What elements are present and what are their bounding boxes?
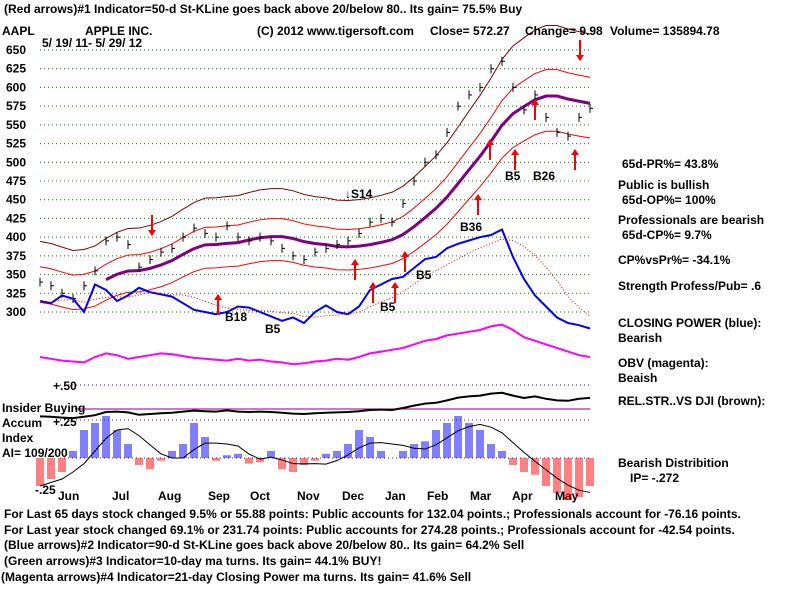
obv-title: OBV (magenta): — [618, 356, 709, 370]
arrow-head-icon — [511, 149, 519, 155]
volume-value: Volume= 135894.78 — [610, 24, 720, 38]
closing-power-ma — [39, 238, 591, 318]
footer-magenta-arrows: (Magenta arrows)#4 Indicator=21-day Clos… — [1, 570, 472, 584]
arrow-head-icon — [531, 99, 539, 105]
ip-text: IP= -.272 — [630, 471, 680, 485]
y-tick-label: 350 — [6, 268, 26, 282]
footer-line-65d: For Last 65 days stock changed 9.5% or 5… — [4, 507, 741, 521]
plus25-label: +.25 — [53, 415, 77, 429]
moving-average-line — [105, 94, 591, 281]
arrow-head-icon — [474, 194, 482, 200]
closing-power-line — [39, 228, 591, 330]
ai-label: AI= 109/200 — [2, 446, 68, 460]
y-tick-label: 550 — [6, 118, 26, 132]
close-value: Close= 572.27 — [430, 24, 510, 38]
strength-text: Strength Profess/Pub= .6 — [618, 279, 762, 293]
signal-label: ↓S14 — [345, 187, 373, 201]
month-label: Oct — [250, 489, 270, 503]
ticker: AAPL — [2, 24, 35, 38]
y-tick-label: 425 — [6, 211, 26, 225]
arrow-head-icon — [391, 282, 399, 288]
copyright: (C) 2012 www.tigersoft.com — [257, 24, 414, 38]
month-label: Aug — [158, 489, 181, 503]
public-text: Public is bullish — [618, 178, 710, 192]
relstr-title: REL.STR..VS DJI (brown): — [618, 394, 766, 408]
pr-text: 65d-PR%= 43.8% — [622, 157, 719, 171]
signal-label: B5 — [505, 169, 521, 183]
y-tick-label: 600 — [6, 80, 26, 94]
footer-line-year: For Last year stock changed 69.1% or 231… — [4, 523, 735, 537]
signal-label: B18 — [225, 310, 247, 324]
y-tick-label: 450 — [6, 193, 26, 207]
insider-buying-label: Insider Buying — [2, 401, 86, 415]
y-tick-label: 525 — [6, 137, 26, 151]
y-tick-label: 400 — [6, 230, 26, 244]
y-tick-label: 475 — [6, 174, 26, 188]
arrow-head-icon — [214, 294, 222, 300]
y-tick-label: 300 — [6, 305, 26, 319]
y-tick-label: 625 — [6, 62, 26, 76]
y-tick-label: 575 — [6, 99, 26, 113]
month-label: Feb — [427, 489, 448, 503]
outer-upper-band — [39, 25, 591, 251]
index-label: Index — [2, 431, 34, 445]
arrow-head-icon — [351, 259, 359, 265]
arrow-head-icon — [571, 149, 579, 155]
arrow-head-icon — [148, 230, 156, 236]
company-name: APPLE INC. — [85, 24, 153, 38]
lower-band — [39, 130, 591, 311]
month-label: Sep — [208, 489, 230, 503]
signal-label: B26 — [533, 169, 555, 183]
cp-text: 65d-CP%= 9.7% — [622, 228, 712, 242]
month-label: Dec — [342, 489, 364, 503]
plus50-label: +.50 — [53, 379, 77, 393]
y-tick-label: 650 — [6, 43, 26, 57]
y-tick-label: 500 — [6, 155, 26, 169]
change-value: Change= 9.98 — [525, 24, 603, 38]
obv-state: Beaish — [618, 371, 658, 385]
cpvspr-text: CP%vsPr%= -34.1% — [618, 253, 731, 267]
y-tick-label: 325 — [6, 286, 26, 300]
signal-label: B5 — [265, 322, 281, 336]
closing-power-title: CLOSING POWER (blue): — [618, 316, 762, 330]
obv-line — [39, 323, 591, 366]
upper-band — [39, 69, 591, 276]
op-text: 65d-OP%= 100% — [622, 193, 716, 207]
signal-label: B5 — [380, 300, 396, 314]
month-label: Nov — [297, 489, 320, 503]
date-range: 5/ 19/ 11- 5/ 29/ 12 — [42, 36, 143, 50]
footer-blue-arrows: (Blue arrows)#2 Indicator=90-d St-KLine … — [4, 538, 525, 552]
professionals-text: Professionals are bearish — [618, 213, 765, 227]
closing-power-state: Bearish — [618, 331, 663, 345]
accum-label: Accum — [2, 416, 43, 430]
relative-strength-line — [39, 391, 591, 420]
signal-label: B36 — [460, 220, 482, 234]
month-label: Mar — [470, 489, 492, 503]
arrow-head-icon — [576, 55, 584, 61]
indicator1-text: (Red arrows)#1 Indicator=50-d St-KLine g… — [4, 2, 523, 16]
arrow-head-icon — [369, 282, 377, 288]
month-label: Jul — [112, 489, 129, 503]
month-label: Apr — [512, 489, 533, 503]
month-label: Jan — [385, 489, 406, 503]
y-tick-label: 375 — [6, 249, 26, 263]
accum-index-ma — [39, 423, 591, 493]
minus25-label: -.25 — [35, 483, 56, 497]
footer-green-arrows: (Green arrows)#3 Indicator=10-day ma tur… — [4, 554, 382, 568]
distribution-text: Bearish Distribition — [618, 456, 729, 470]
arrow-head-icon — [401, 251, 409, 257]
arrow-head-icon — [486, 139, 494, 145]
signal-label: B5 — [416, 268, 432, 282]
month-label: Jun — [58, 489, 79, 503]
